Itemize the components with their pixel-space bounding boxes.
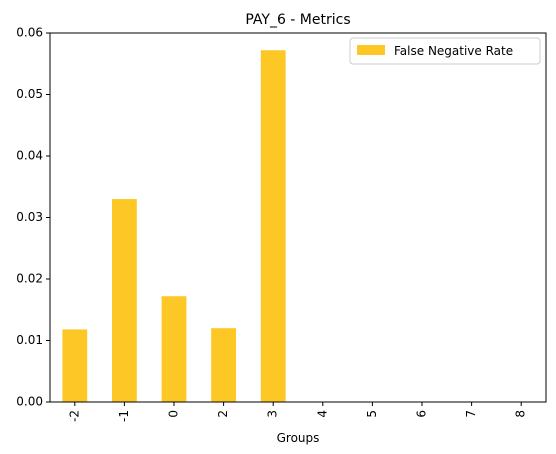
legend-frame [349, 37, 541, 65]
bar--1 [112, 199, 137, 402]
y-tick-label-0.03: 0.03 [16, 210, 43, 224]
x-tick-label--2: -2 [67, 410, 81, 422]
x-tick-label-5: 5 [365, 410, 379, 418]
bar-0 [161, 296, 187, 402]
y-tick-label-0.00: 0.00 [16, 395, 43, 409]
chart-title: PAY_6 - Metrics [245, 12, 350, 28]
y-tick-label-0.06: 0.06 [16, 26, 43, 40]
x-tick-label-0: 0 [167, 410, 181, 418]
legend: False Negative Rate [349, 37, 541, 65]
y-tick-label-0.02: 0.02 [16, 272, 43, 286]
x-tick-label-6: 6 [415, 410, 429, 418]
y-tick-label-0.01: 0.01 [16, 333, 43, 347]
y-tick-label-0.05: 0.05 [16, 87, 43, 101]
bar-2 [211, 328, 236, 402]
x-tick-label-4: 4 [315, 410, 329, 418]
x-axis-label: Groups [277, 431, 320, 445]
y-tick-label-0.04: 0.04 [16, 149, 43, 163]
plot-frame [49, 32, 547, 403]
legend-label: False Negative Rate [394, 44, 513, 58]
legend-swatch [357, 45, 385, 55]
bar-3 [260, 50, 286, 402]
bar--2 [62, 329, 88, 402]
x-tick-label--1: -1 [117, 410, 131, 422]
x-tick-label-2: 2 [216, 410, 230, 418]
x-tick-label-7: 7 [464, 410, 478, 418]
x-tick-label-3: 3 [266, 410, 280, 418]
x-tick-label-8: 8 [514, 410, 528, 418]
